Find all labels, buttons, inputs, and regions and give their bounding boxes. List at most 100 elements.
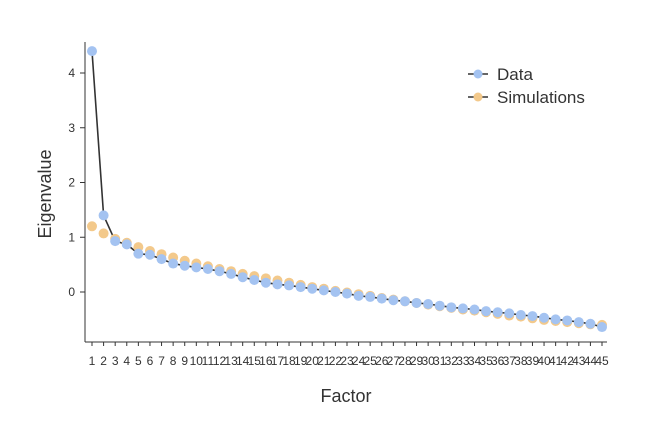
data-point	[87, 46, 97, 57]
legend: Data Simulations	[468, 65, 585, 107]
data-point	[423, 299, 434, 310]
data-point	[237, 272, 248, 283]
x-tick-label: 11	[202, 354, 215, 368]
x-tick-label: 32	[445, 354, 459, 368]
data-point	[550, 314, 561, 325]
data-point	[388, 295, 399, 306]
x-tick-label: 2	[100, 354, 107, 368]
x-ticks: 1 2 3 4 5 6 7 8 9 1011121314151617181920212223242…	[89, 342, 609, 368]
x-tick-label: 23	[340, 354, 354, 368]
data-point	[492, 307, 503, 318]
plot-area	[87, 46, 607, 333]
x-tick-label: 31	[433, 354, 447, 368]
data-point	[168, 258, 179, 269]
simulations-point	[98, 228, 109, 239]
x-tick-label: 16	[259, 354, 273, 368]
x-tick-label: 41	[549, 354, 563, 368]
y-axis: 0 1 2 3 4 Eigenvalue	[35, 42, 86, 342]
legend-item-data: Data	[468, 65, 533, 84]
data-point	[376, 293, 387, 304]
data-point	[481, 306, 492, 317]
x-tick-label: 15	[248, 354, 262, 368]
y-axis-title: Eigenvalue	[35, 149, 55, 238]
x-tick-label: 17	[271, 354, 285, 368]
x-tick-label: 42	[561, 354, 575, 368]
x-tick-label: 6	[147, 354, 154, 368]
data-point	[504, 308, 515, 319]
legend-simulations-marker	[473, 92, 483, 102]
x-tick-label: 20	[306, 354, 320, 368]
legend-item-simulations: Simulations	[468, 88, 585, 107]
x-tick-label: 12	[213, 354, 227, 368]
x-tick-label: 35	[479, 354, 493, 368]
x-tick-label: 14	[236, 354, 250, 368]
simulations-point	[87, 221, 97, 232]
y-ticks: 0 1 2 3 4	[68, 66, 85, 299]
data-point	[434, 300, 445, 311]
x-tick-label: 36	[491, 354, 505, 368]
x-tick-label: 38	[514, 354, 528, 368]
data-point	[399, 296, 410, 307]
x-tick-label: 19	[294, 354, 308, 368]
data-point	[121, 239, 132, 250]
data-point	[156, 254, 167, 265]
x-tick-label: 30	[421, 354, 435, 368]
data-point	[515, 309, 526, 320]
x-tick-label: 10	[190, 354, 204, 368]
x-tick-label: 4	[123, 354, 130, 368]
legend-simulations-label: Simulations	[497, 88, 585, 107]
x-tick-label: 5	[135, 354, 142, 368]
data-point	[457, 303, 468, 314]
x-tick-label: 1	[89, 354, 96, 368]
data-point	[469, 304, 480, 315]
x-tick-label: 13	[224, 354, 238, 368]
x-tick-label: 40	[537, 354, 551, 368]
x-tick-label: 21	[317, 354, 331, 368]
data-point	[98, 210, 109, 221]
data-point	[133, 248, 144, 259]
x-tick-label: 44	[584, 354, 598, 368]
data-point	[330, 287, 341, 297]
x-tick-label: 3	[112, 354, 119, 368]
x-axis-title: Factor	[320, 386, 371, 406]
data-point	[295, 282, 306, 293]
x-tick-label: 8	[170, 354, 177, 368]
data-point	[446, 302, 457, 313]
data-point	[307, 283, 318, 294]
data-point	[249, 274, 260, 285]
legend-data-label: Data	[497, 65, 533, 84]
x-tick-label: 7	[158, 354, 165, 368]
x-tick-label: 24	[352, 354, 366, 368]
data-point	[214, 266, 225, 277]
x-tick-label: 28	[398, 354, 412, 368]
y-tick-label: 4	[68, 66, 75, 80]
data-point	[284, 280, 295, 291]
x-tick-label: 37	[503, 354, 517, 368]
x-tick-label: 27	[387, 354, 401, 368]
x-tick-label: 34	[468, 354, 482, 368]
data-point	[272, 279, 283, 290]
x-tick-label: 25	[364, 354, 378, 368]
data-point	[342, 288, 352, 299]
x-tick-label: 29	[410, 354, 424, 368]
x-tick-label: 43	[572, 354, 586, 368]
x-tick-label: 9	[181, 354, 188, 368]
data-point	[539, 312, 550, 323]
data-points	[87, 46, 607, 333]
data-point	[365, 291, 376, 302]
x-tick-label: 22	[329, 354, 343, 368]
data-point	[144, 249, 155, 260]
y-tick-label: 2	[68, 176, 75, 190]
data-point	[585, 318, 596, 329]
y-tick-label: 0	[68, 285, 75, 299]
data-point	[527, 311, 538, 322]
data-point	[353, 290, 364, 301]
x-tick-label: 33	[456, 354, 470, 368]
data-point	[318, 285, 329, 296]
data-point	[562, 315, 573, 326]
y-tick-label: 1	[68, 230, 75, 244]
x-tick-label: 45	[595, 354, 609, 368]
data-point	[597, 322, 607, 333]
x-tick-label: 26	[375, 354, 389, 368]
x-tick-label: 39	[526, 354, 540, 368]
